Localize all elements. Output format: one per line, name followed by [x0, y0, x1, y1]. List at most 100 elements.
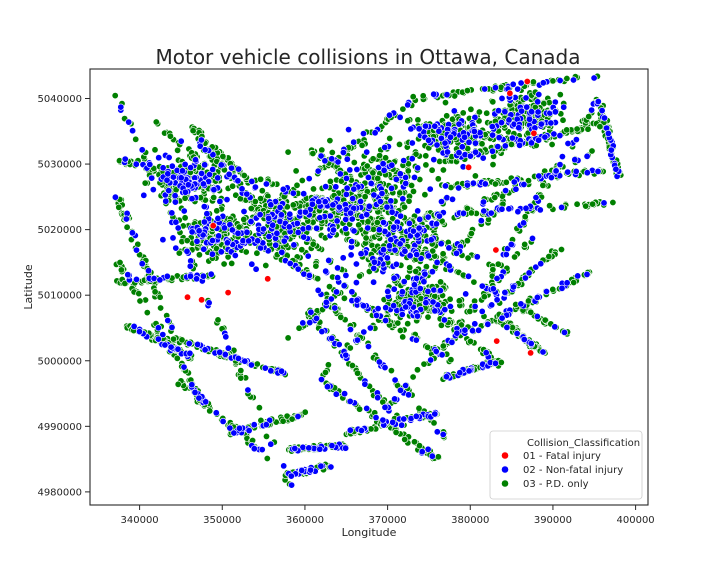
data-point: [361, 193, 369, 201]
data-point: [371, 129, 379, 137]
data-point: [234, 354, 242, 362]
data-point: [379, 219, 387, 227]
data-point: [426, 185, 434, 193]
data-point: [588, 147, 596, 155]
data-point: [145, 267, 153, 275]
data-point: [456, 369, 464, 377]
data-point: [431, 410, 439, 418]
data-point: [480, 293, 488, 301]
data-point: [505, 205, 513, 213]
data-point: [329, 226, 337, 234]
data-point: [379, 160, 387, 168]
data-point: [191, 388, 199, 396]
data-point: [424, 213, 432, 221]
data-point: [439, 430, 447, 438]
data-point: [498, 94, 506, 102]
legend: Collision_Classification 01 - Fatal inju…: [489, 430, 643, 500]
data-point: [347, 209, 355, 217]
data-point: [184, 181, 192, 189]
data-point: [313, 224, 321, 232]
data-point: [405, 197, 413, 205]
data-point: [433, 258, 441, 266]
data-point: [194, 340, 202, 348]
data-point: [524, 297, 532, 305]
data-point: [445, 262, 453, 270]
data-point: [479, 198, 487, 206]
data-point: [550, 130, 558, 138]
data-point: [533, 293, 541, 301]
data-point: [471, 139, 479, 147]
data-point: [549, 77, 557, 85]
x-axis-label: Longitude: [342, 526, 397, 539]
data-point: [213, 207, 221, 215]
data-point: [224, 344, 232, 352]
data-point: [413, 312, 421, 320]
data-point: [146, 161, 154, 169]
data-point: [373, 219, 381, 227]
data-point: [387, 236, 395, 244]
data-point: [346, 344, 354, 352]
data-point: [304, 224, 312, 232]
data-point: [439, 250, 447, 258]
data-point: [357, 198, 365, 206]
data-point: [254, 237, 262, 245]
data-point: [238, 185, 246, 193]
data-point: [448, 338, 456, 346]
data-point: [379, 416, 387, 424]
data-point: [533, 312, 541, 320]
data-point: [245, 237, 253, 245]
data-point: [242, 248, 250, 256]
data-point: [389, 418, 397, 426]
legend-label: 03 - P.D. only: [523, 479, 589, 490]
data-point: [564, 168, 572, 176]
data-point: [168, 323, 176, 331]
data-point: [525, 115, 533, 123]
data-point: [522, 94, 530, 102]
data-point: [117, 266, 125, 274]
data-point: [385, 111, 393, 119]
data-point: [278, 367, 286, 375]
data-point: [514, 85, 522, 93]
data-point: [469, 179, 477, 187]
data-point: [509, 283, 517, 291]
data-point: [280, 237, 288, 245]
data-point: [163, 176, 171, 184]
data-point: [374, 394, 382, 402]
data-point: [309, 150, 317, 158]
data-point: [363, 404, 371, 412]
data-point: [521, 240, 529, 248]
data-point: [321, 368, 329, 376]
data-point: [515, 124, 523, 132]
data-point: [257, 195, 265, 203]
data-point: [463, 205, 471, 213]
data-point: [400, 157, 408, 165]
data-point: [369, 169, 377, 177]
data-point: [572, 167, 580, 175]
data-point: [273, 229, 281, 237]
data-point: [583, 270, 591, 278]
data-point: [514, 208, 522, 216]
data-point: [376, 198, 384, 206]
data-point: [294, 265, 302, 273]
data-point: [437, 240, 445, 248]
data-point: [497, 358, 505, 366]
data-point: [111, 193, 119, 201]
data-point: [478, 140, 486, 148]
data-point: [471, 172, 479, 180]
data-point: [589, 200, 597, 208]
data-point: [401, 435, 409, 443]
data-point: [418, 448, 426, 456]
data-point: [541, 133, 549, 141]
data-point: [574, 272, 582, 280]
data-point: [408, 182, 416, 190]
data-point: [328, 149, 336, 157]
data-point: [394, 319, 402, 327]
data-point: [583, 169, 591, 177]
data-point: [548, 141, 556, 149]
data-point: [466, 152, 474, 160]
data-point: [503, 323, 511, 331]
data-point: [482, 349, 490, 357]
data-point: [219, 417, 227, 425]
data-point: [559, 116, 567, 124]
data-point: [210, 194, 218, 202]
